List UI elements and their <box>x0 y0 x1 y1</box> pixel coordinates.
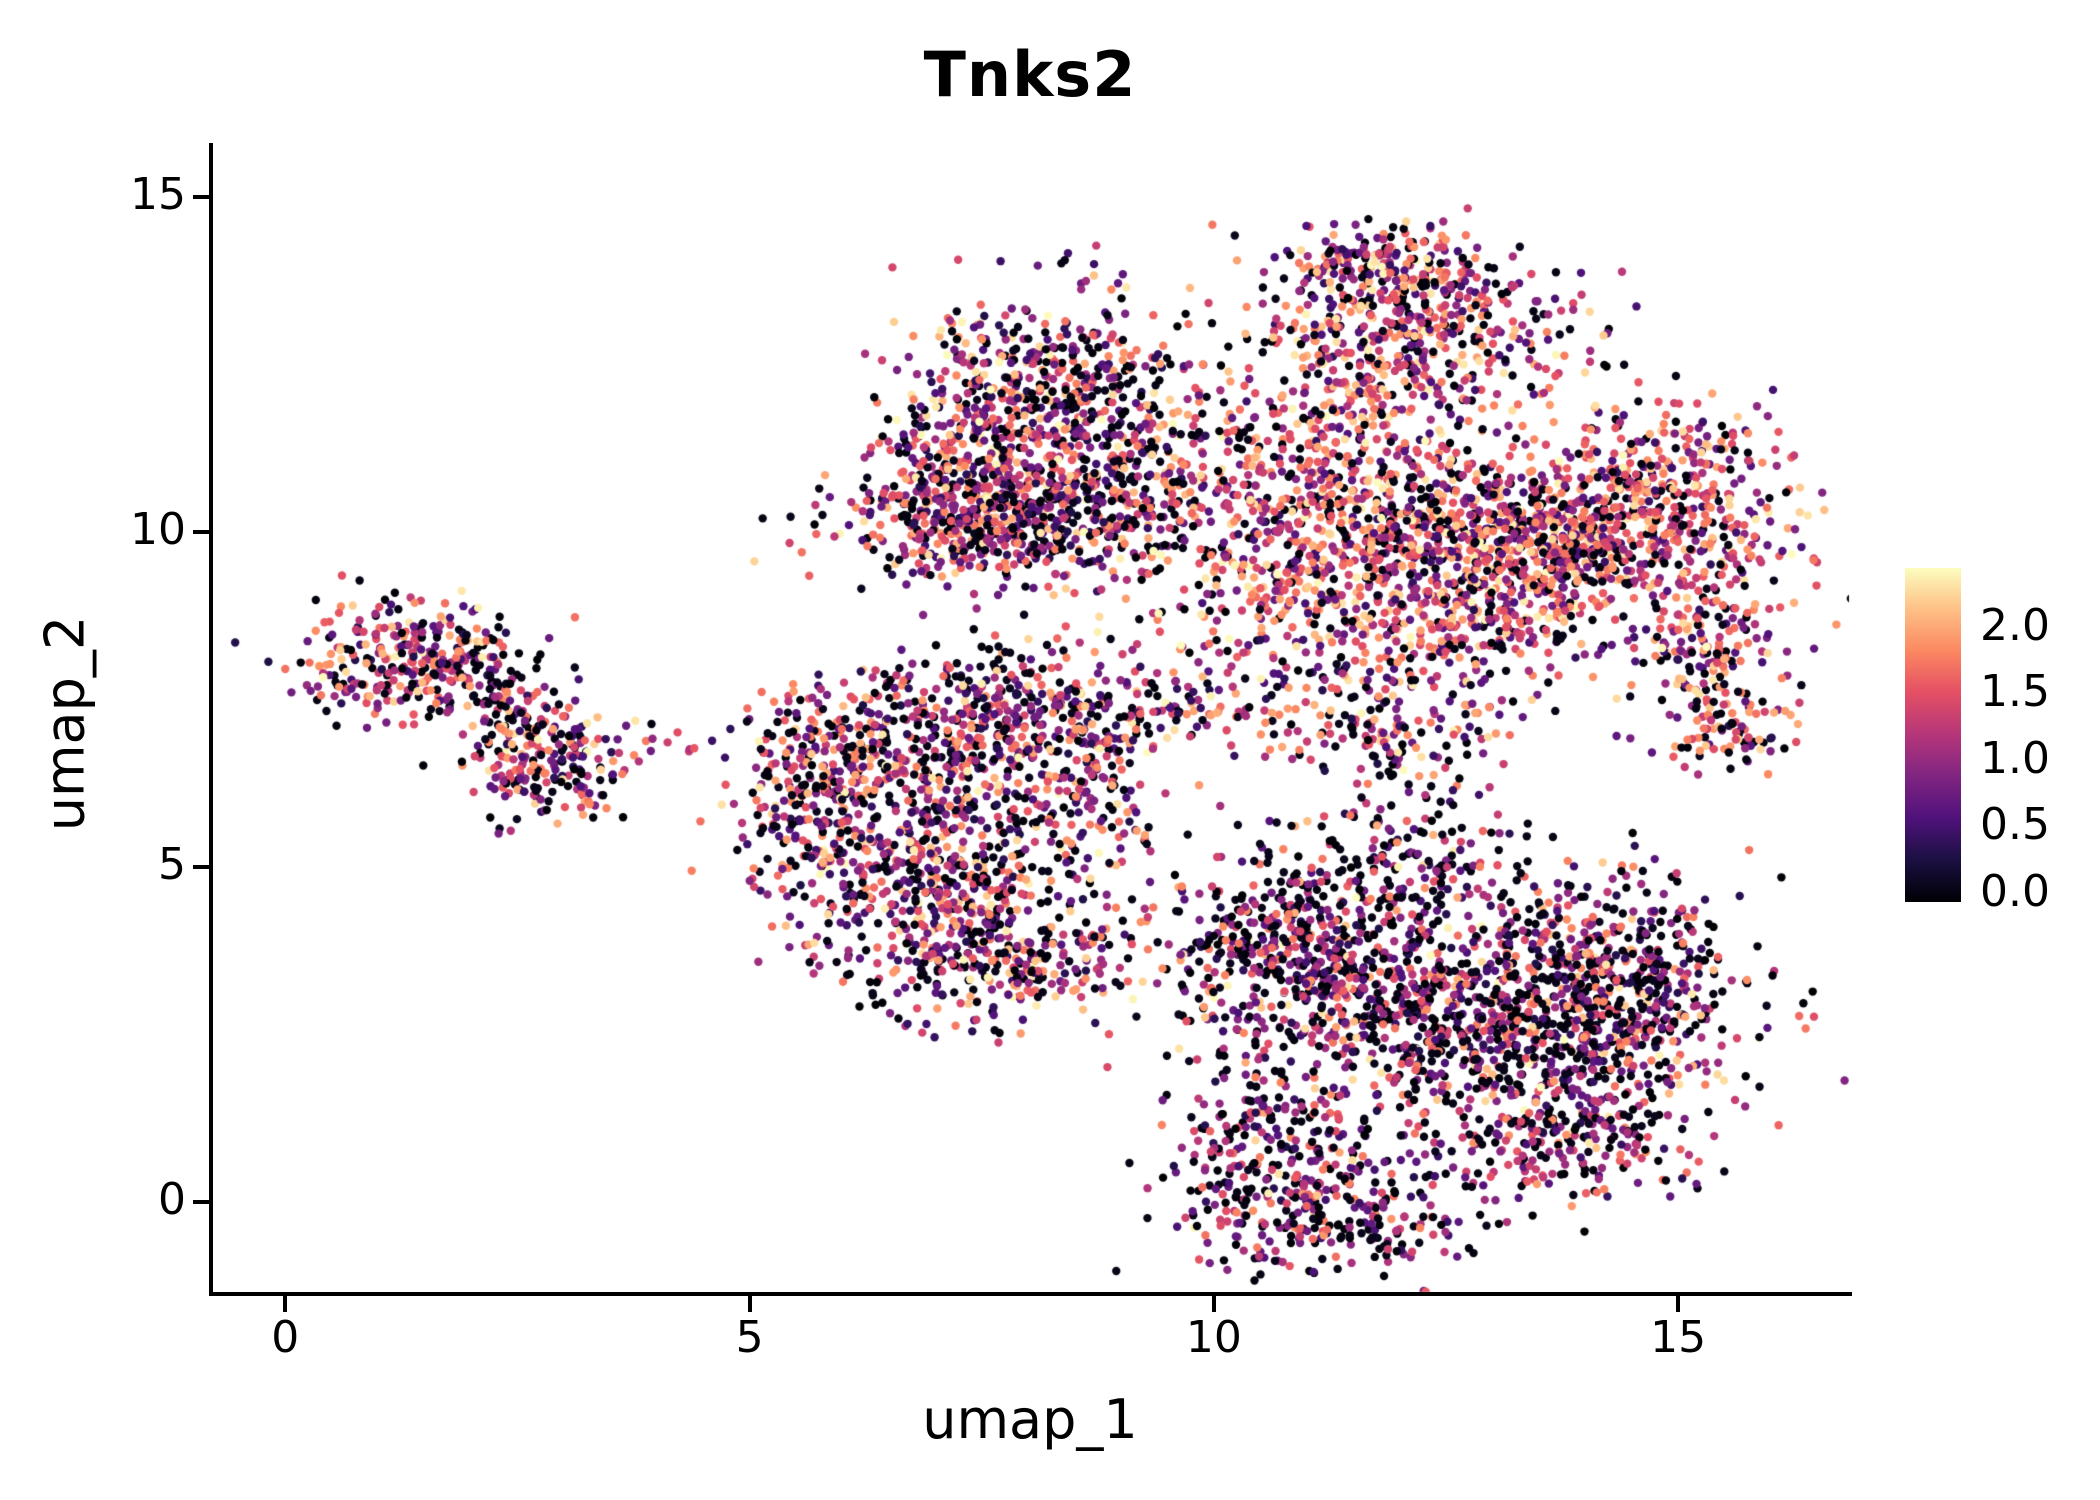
x-tick-mark <box>747 1296 752 1312</box>
colorbar-tick-label: 2.0 <box>1980 599 2050 651</box>
y-axis-title: umap_2 <box>33 615 97 832</box>
y-axis-line <box>209 143 213 1296</box>
y-tick-label: 10 <box>130 504 186 556</box>
x-tick-mark <box>1211 1296 1216 1312</box>
x-tick-label: 15 <box>1650 1312 1707 1363</box>
x-tick-mark <box>1676 1296 1681 1312</box>
y-tick-mark <box>193 865 209 870</box>
colorbar-gradient <box>1905 568 1961 902</box>
colorbar-tick-label: 0.5 <box>1980 799 2050 851</box>
x-tick-label: 5 <box>735 1312 764 1363</box>
y-tick-label: 0 <box>158 1174 186 1226</box>
y-tick-label: 15 <box>130 169 186 221</box>
x-axis-line <box>209 1292 1852 1296</box>
y-tick-label: 5 <box>158 839 186 891</box>
colorbar-tick-label: 1.0 <box>1980 732 2050 784</box>
x-tick-label: 0 <box>271 1312 300 1363</box>
y-tick-mark <box>193 1200 209 1205</box>
y-tick-mark <box>193 530 209 535</box>
x-tick-label: 10 <box>1185 1312 1242 1363</box>
chart-title: Tnks2 <box>923 38 1137 111</box>
x-tick-mark <box>283 1296 288 1312</box>
y-tick-mark <box>193 195 209 200</box>
colorbar-tick-label: 1.5 <box>1980 666 2050 718</box>
x-axis-title: umap_1 <box>922 1388 1138 1451</box>
colorbar-tick-label: 0.0 <box>1980 866 2050 917</box>
